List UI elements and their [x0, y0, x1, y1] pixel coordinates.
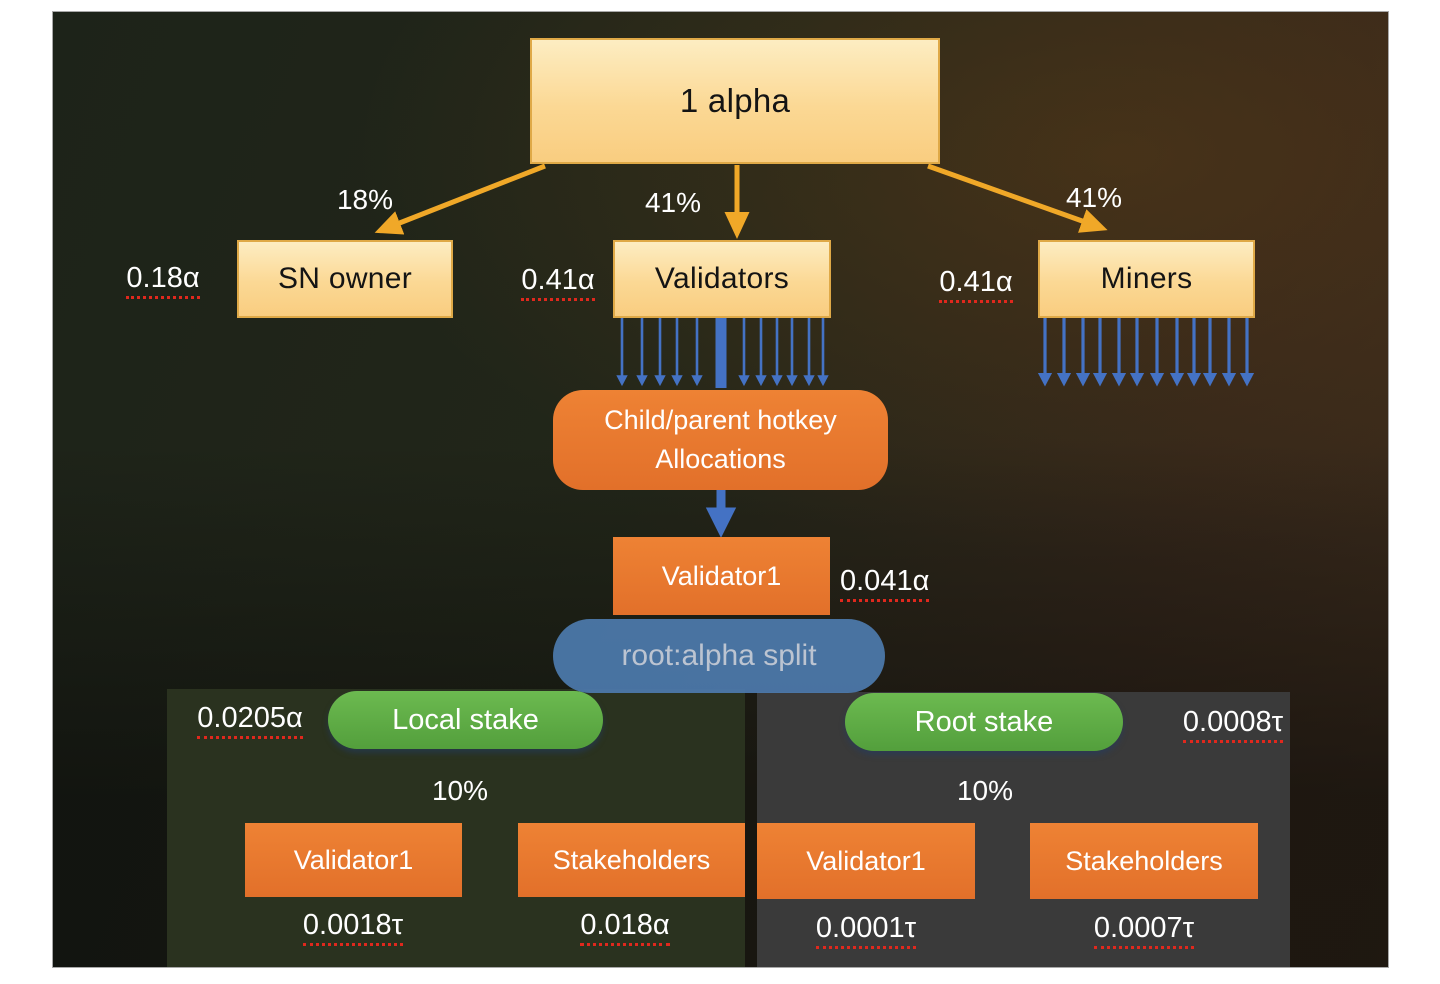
- source-label: 1 alpha: [679, 82, 791, 119]
- root-stake-amount: 0.0008τ: [1153, 706, 1313, 744]
- local-percent-label: 10%: [431, 775, 489, 806]
- arrow-branch-sn-owner: [374, 163, 546, 235]
- root-stake-pill: Root stake: [845, 693, 1123, 751]
- hotkey-allocations-pill: Child/parent hotkey Allocations: [553, 390, 888, 490]
- local-validator1-box: Validator1: [245, 823, 462, 897]
- root-alpha-split-label: root:alpha split: [621, 639, 817, 672]
- root-stakeholders-label: Stakeholders: [1065, 845, 1223, 876]
- local-stake-label: Local stake: [392, 703, 539, 736]
- validators-amount: 0.41α: [498, 264, 618, 302]
- root-validator1-box: Validator1: [757, 823, 975, 899]
- root-alpha-split-pill: root:alpha split: [553, 619, 885, 693]
- local-stakeholders-amount: 0.018α: [545, 909, 705, 947]
- local-validator1-amount: 0.0018τ: [273, 909, 433, 947]
- validators-box: Validators: [613, 240, 831, 318]
- root-stake-label: Root stake: [914, 705, 1054, 738]
- diagram-slide: 1 alpha 18% 41% 41% SN owner Validators …: [52, 11, 1389, 968]
- miners-label: Miners: [1100, 262, 1193, 295]
- validator1-amount: 0.041α: [840, 565, 1000, 603]
- sn-owner-label: SN owner: [277, 262, 413, 295]
- hotkey-allocations-line2: Allocations: [655, 444, 786, 474]
- validators-fanout-arrows: [616, 318, 829, 387]
- source-box-1-alpha: 1 alpha: [530, 38, 940, 164]
- sn-owner-box: SN owner: [237, 240, 453, 318]
- validator1-label: Validator1: [661, 560, 782, 591]
- sn-owner-amount: 0.18α: [103, 262, 223, 300]
- miners-amount: 0.41α: [916, 266, 1036, 304]
- root-stakeholders-amount: 0.0007τ: [1064, 912, 1224, 950]
- local-stake-amount: 0.0205α: [170, 702, 330, 740]
- hotkey-allocations-line1: Child/parent hotkey: [604, 404, 837, 435]
- root-validator1-label: Validator1: [806, 845, 926, 876]
- local-stake-pill: Local stake: [328, 691, 603, 749]
- local-validator1-label: Validator1: [293, 844, 414, 875]
- validator1-box: Validator1: [613, 537, 830, 615]
- root-percent-label: 10%: [956, 775, 1014, 806]
- miners-box: Miners: [1038, 240, 1255, 318]
- percent-label-miners: 41%: [1065, 182, 1123, 213]
- local-stakeholders-box: Stakeholders: [518, 823, 745, 897]
- percent-label-validators: 41%: [644, 187, 702, 218]
- root-validator1-amount: 0.0001τ: [786, 912, 946, 950]
- miners-fanout-arrows: [1037, 318, 1255, 387]
- validators-label: Validators: [654, 262, 790, 295]
- percent-label-sn-owner: 18%: [336, 184, 394, 215]
- root-stakeholders-box: Stakeholders: [1030, 823, 1258, 899]
- local-stakeholders-label: Stakeholders: [552, 844, 711, 875]
